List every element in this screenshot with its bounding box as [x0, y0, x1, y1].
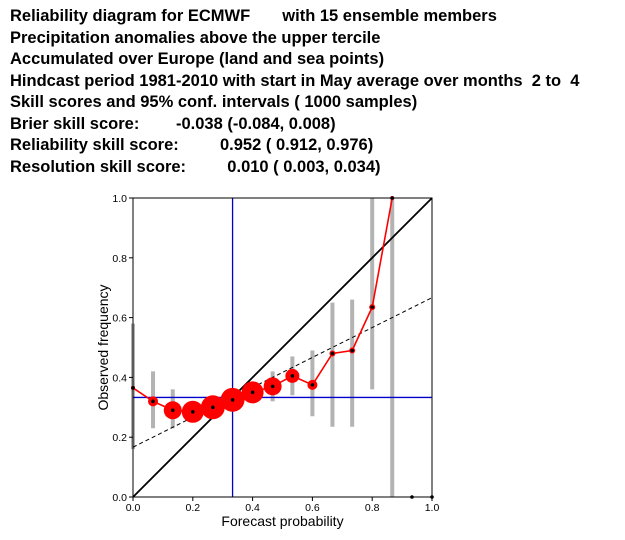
skill-scores-heading: Skill scores and 95% conf. intervals ( 1… — [10, 93, 418, 111]
x-axis-title: Forecast probability — [221, 513, 343, 529]
data-point-center — [211, 405, 215, 410]
y-tick-label: 1.0 — [112, 193, 127, 205]
hindcast-period-line: Hindcast period 1981-2010 with start in … — [10, 71, 580, 90]
x-tick-label: 0.2 — [185, 502, 200, 514]
x-tick-label: 0.6 — [305, 502, 320, 514]
data-point-center — [250, 390, 255, 395]
x-tick-label: 0.8 — [365, 502, 380, 514]
data-point-center — [290, 374, 295, 378]
data-point-center — [151, 399, 155, 404]
y-tick-label: 0.4 — [112, 372, 127, 384]
y-tick-label: 0.2 — [112, 432, 127, 444]
axes: 0.00.0 0.2 0.2 0.4 0.4 0.6 0.6 0.8 0.8 1.0 1.0 — [112, 193, 439, 514]
variable-line: Precipitation anomalies above the upper … — [10, 28, 381, 47]
chart-title: Reliability diagram for ECMWF with 15 en… — [10, 7, 497, 25]
data-point-center — [270, 384, 275, 389]
plot-area — [131, 196, 434, 499]
y-tick-label: 0.0 — [112, 492, 127, 504]
y-tick-label: 0.8 — [112, 253, 127, 265]
region-line: Accumulated over Europe (land and sea po… — [10, 50, 385, 68]
brier-skill-score: Brier skill score: -0.038 (-0.084, 0.008… — [10, 114, 336, 133]
no-skill-line — [132, 297, 433, 448]
resolution-skill-score: Resolution skill score: 0.010 ( 0.003, 0… — [10, 157, 381, 176]
x-tick-label: 0.4 — [245, 502, 260, 514]
reliability-skill-score: Reliability skill score: 0.952 ( 0.912, … — [10, 136, 374, 154]
y-axis-title: Observed frequency — [95, 284, 111, 410]
plot-frame — [132, 197, 433, 498]
data-point-center — [350, 348, 354, 353]
data-point-center — [370, 305, 375, 309]
perfect-reliability-line — [132, 197, 433, 498]
data-point-center — [330, 351, 335, 356]
x-tick-label: 0.0 — [126, 502, 141, 514]
data-point-center — [191, 409, 195, 414]
data-point-center — [310, 383, 315, 387]
data-point-center — [230, 398, 235, 402]
x-tick-label: 1.0 — [425, 502, 440, 514]
chart-header: Reliability diagram for ECMWF with 15 en… — [10, 6, 579, 178]
y-tick-label: 0.6 — [112, 313, 127, 325]
data-point-center — [170, 408, 175, 413]
